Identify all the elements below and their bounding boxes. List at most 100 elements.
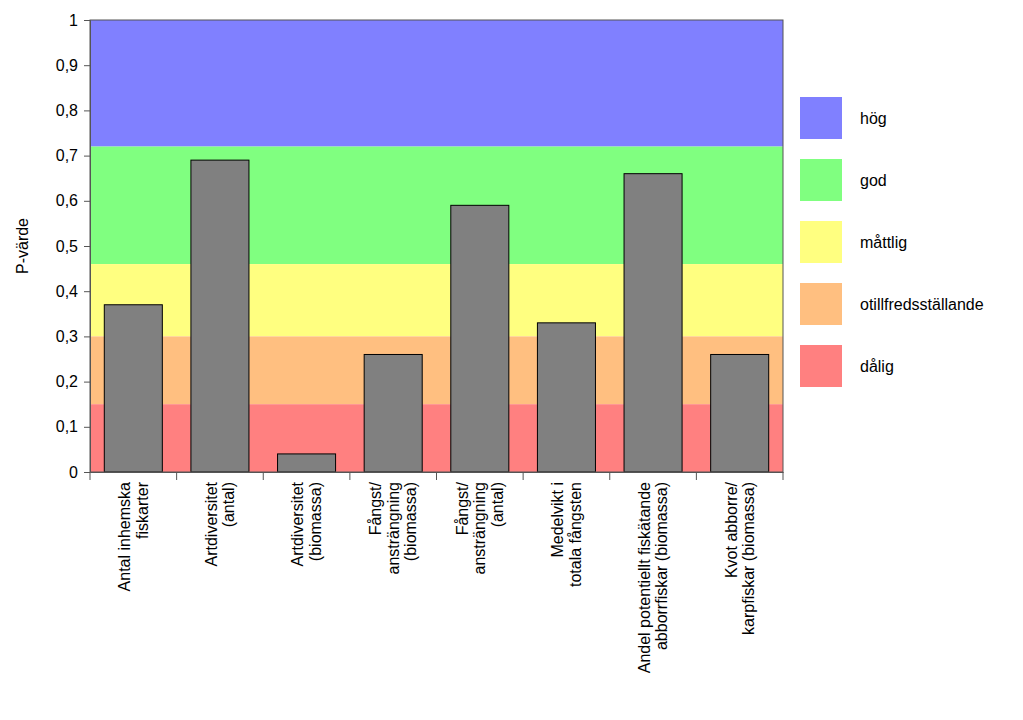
x-tick-label: Artdiversitet(biomassa): [289, 481, 324, 566]
y-tick-label: 0,4: [56, 283, 78, 300]
y-tick: 0,8: [56, 102, 90, 119]
legend-swatch: [800, 221, 842, 263]
y-tick-mark: [84, 110, 90, 111]
x-tick-label: Antal inhemskafiskarter: [116, 481, 151, 591]
plot-area: [90, 20, 783, 472]
class-band: [90, 20, 783, 147]
bar: [711, 354, 769, 472]
x-tick-label-line: ansträngning: [385, 482, 402, 575]
legend-label: god: [860, 172, 887, 189]
x-tick-label: Medelvikt itotala fångsten: [549, 482, 584, 587]
y-tick-mark: [84, 20, 90, 21]
x-tick: Artdiversitet(antal): [203, 481, 238, 566]
x-tick-label: Andel potentiellt fiskätandeabborrfiskar…: [636, 482, 671, 673]
x-tick-label-line: (antal): [489, 482, 506, 527]
y-tick-label: 0: [69, 464, 78, 481]
x-tick-label-line: abborrfiskar (biomassa): [653, 482, 670, 650]
x-boundary-tick: [696, 472, 697, 480]
x-tick: Fångst/ansträngning(antal): [454, 481, 506, 574]
y-axis-title: P-värde: [14, 218, 31, 274]
legend-entry: dålig: [800, 345, 894, 387]
y-tick: 0,6: [56, 192, 90, 209]
x-tick: Antal inhemskafiskarter: [116, 481, 151, 591]
x-tick-label-line: Antal inhemska: [116, 482, 133, 591]
legend-entry: måttlig: [800, 221, 907, 263]
plot: 0 0,1 0,2 0,3 0,4 0,5 0,6 0,7 0,8 0,9 1 P-värde Anta…: [14, 12, 784, 674]
bar: [451, 205, 509, 472]
bar: [191, 160, 249, 472]
legend-label: otillfredsställande: [860, 296, 984, 313]
legend-label: måttlig: [860, 234, 907, 251]
x-tick: Fångst/ansträngning(biomassa): [367, 481, 419, 574]
x-tick-label-line: ansträngning: [471, 482, 488, 575]
y-tick-label: 0,8: [56, 102, 78, 119]
y-tick-label: 0,5: [56, 238, 78, 255]
plot-frame: [90, 20, 783, 472]
y-tick: 1: [69, 12, 90, 29]
y-tick-label: 1: [69, 12, 78, 29]
y-tick: 0,5: [56, 238, 90, 255]
y-tick-label: 0,7: [56, 147, 78, 164]
chart: 0 0,1 0,2 0,3 0,4 0,5 0,6 0,7 0,8 0,9 1 P-värde Anta…: [0, 0, 1023, 720]
y-tick-mark: [84, 291, 90, 292]
x-tick-label-line: karpfiskar (biomassa): [740, 482, 757, 635]
y-tick-mark: [84, 427, 90, 428]
x-boundary-tick: [609, 472, 610, 480]
x-tick: Artdiversitet(biomassa): [289, 481, 324, 566]
x-boundary-tick: [783, 472, 784, 480]
x-tick-label-line: (biomassa): [307, 482, 324, 561]
bar: [104, 305, 162, 472]
x-boundary-tick: [176, 472, 177, 480]
x-tick: Kvot abborre/karpfiskar (biomassa): [722, 481, 757, 634]
y-tick: 0,9: [56, 57, 90, 74]
x-tick-label: Fångst/ansträngning(antal): [454, 481, 506, 574]
x-tick-label: Artdiversitet(antal): [203, 481, 238, 566]
bar: [278, 454, 336, 472]
legend-entry: otillfredsställande: [800, 283, 984, 325]
legend-entry: hög: [800, 97, 887, 139]
x-boundary-tick: [263, 472, 264, 480]
y-tick: 0,3: [56, 328, 90, 345]
y-tick-mark: [84, 382, 90, 383]
y-tick: 0: [69, 464, 90, 481]
legend: hög god måttlig otillfredsställande dålig: [800, 97, 984, 387]
y-tick-mark: [84, 336, 90, 337]
legend-swatch: [800, 159, 842, 201]
x-tick-label-line: (antal): [220, 482, 237, 527]
y-tick-label: 0,6: [56, 192, 78, 209]
y-tick: 0,7: [56, 147, 90, 164]
x-tick-label-line: Artdiversitet: [289, 481, 306, 566]
y-tick-mark: [84, 156, 90, 157]
legend-label: dålig: [860, 358, 894, 375]
x-boundary-tick: [349, 472, 350, 480]
x-axis: Antal inhemskafiskarterArtdiversitet(ant…: [91, 473, 784, 674]
y-tick-label: 0,2: [56, 373, 78, 390]
x-boundary-tick: [523, 472, 524, 480]
x-boundary-ticks: [90, 472, 783, 480]
legend-swatch: [800, 97, 842, 139]
x-tick: Medelvikt itotala fångsten: [549, 482, 584, 587]
x-boundary-tick: [90, 472, 91, 480]
y-tick-label: 0,9: [56, 57, 78, 74]
y-tick: 0,2: [56, 373, 90, 390]
bar: [537, 323, 595, 472]
x-boundary-tick: [436, 472, 437, 480]
x-tick-label-line: Medelvikt i: [549, 482, 566, 558]
legend-swatch: [800, 345, 842, 387]
legend-swatch: [800, 283, 842, 325]
y-tick: 0,1: [56, 418, 90, 435]
y-tick-mark: [84, 201, 90, 202]
bar: [364, 354, 422, 472]
legend-label: hög: [860, 110, 887, 127]
x-tick-label: Fångst/ansträngning(biomassa): [367, 481, 419, 574]
y-tick-mark: [84, 472, 90, 473]
x-tick-label-line: Andel potentiellt fiskätande: [636, 482, 653, 673]
x-tick-label-line: Artdiversitet: [203, 481, 220, 566]
x-tick-label-line: Fångst/: [367, 481, 384, 535]
y-tick: 0,4: [56, 283, 90, 300]
x-tick-label: Kvot abborre/karpfiskar (biomassa): [722, 481, 757, 634]
x-tick-label-line: Fångst/: [454, 481, 471, 535]
x-tick-label-line: totala fångsten: [567, 482, 584, 587]
y-axis-line: [84, 21, 91, 473]
legend-entry: god: [800, 159, 887, 201]
